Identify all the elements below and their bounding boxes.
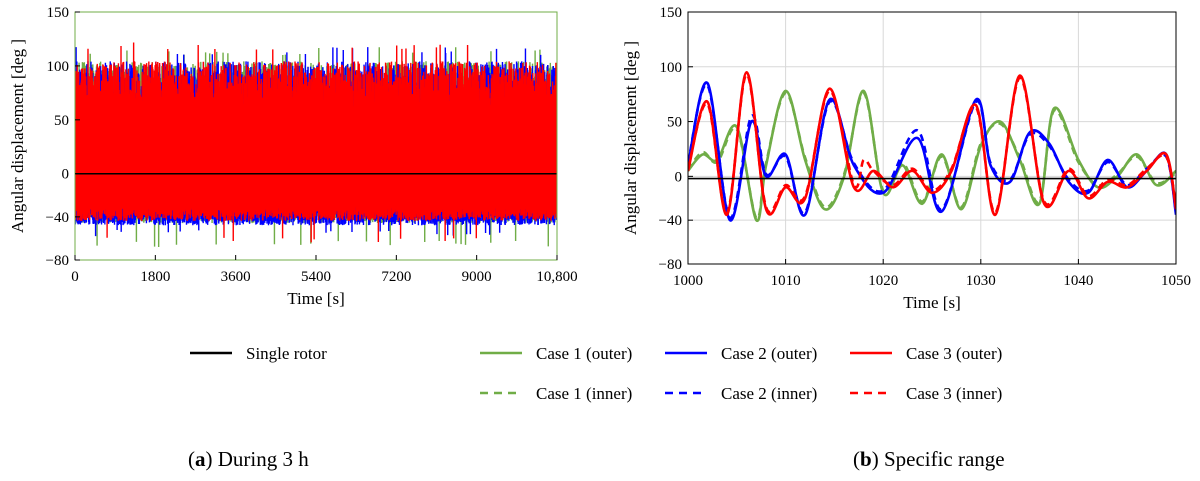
x-tick-label: 1030 (966, 273, 996, 289)
x-tick-label: 1800 (140, 269, 170, 285)
x-tick-label: 0 (71, 269, 79, 285)
plot-area (688, 70, 1176, 222)
caption-b-text: Specific range (883, 447, 1005, 471)
x-tick-label: 9000 (462, 269, 492, 285)
x-tick-label: 3600 (221, 269, 251, 285)
y-tick-label: 0 (62, 167, 70, 183)
legend-label: Case 3 (outer) (906, 344, 1002, 363)
legend-label: Case 2 (outer) (721, 344, 817, 363)
x-tick-label: 1020 (868, 273, 898, 289)
y-tick-label: 100 (47, 59, 70, 75)
legend: Single rotor Case 1 (outer) Case 2 (outer)… (190, 344, 1002, 403)
y-tick-label: 100 (660, 60, 683, 76)
x-tick-label: 10,800 (536, 269, 577, 285)
y-tick-label: −80 (659, 257, 682, 273)
series-case-3-inner (688, 73, 1176, 214)
x-tick-label: 1040 (1063, 273, 1093, 289)
legend-item-case-2-inner: Case 2 (inner) (665, 384, 817, 403)
x-axis-label: Time [s] (903, 293, 960, 312)
y-tick-label: −40 (46, 210, 69, 226)
y-axis-label: Angular displacement [deg ] (8, 39, 27, 233)
legend-label: Case 1 (outer) (536, 344, 632, 363)
legend-item-case-3-outer: Case 3 (outer) (850, 344, 1002, 363)
legend-item-case-1-inner: Case 1 (inner) (480, 384, 632, 403)
x-axis-label: Time [s] (287, 289, 344, 308)
legend-label: Single rotor (246, 344, 327, 363)
y-axis-label: Angular displacement [deg ] (621, 41, 640, 235)
series-case-1-inner (688, 91, 1176, 220)
legend-label: Case 1 (inner) (536, 384, 632, 403)
caption-a: (a) During 3 h (188, 447, 309, 471)
axes-frame (687, 11, 1177, 265)
caption-b: (b) Specific range (853, 447, 1005, 471)
y-tick-label: −40 (659, 213, 682, 229)
chart-panel-b: 1000 1010 1020 1030 1040 1050 150 100 50 0 −40 −80 T… (621, 5, 1191, 312)
caption-a-letter: a (195, 447, 206, 471)
y-tick-label: 50 (54, 113, 69, 129)
legend-item-single-rotor: Single rotor (190, 344, 327, 363)
plot-area (75, 42, 557, 248)
chart-panel-a: 0 1800 3600 5400 7200 9000 10,800 150 100 50 0 −40 −… (8, 5, 578, 308)
legend-item-case-2-outer: Case 2 (outer) (665, 344, 817, 363)
y-tick-label: 150 (660, 5, 683, 21)
legend-item-case-1-outer: Case 1 (outer) (480, 344, 632, 363)
legend-label: Case 2 (inner) (721, 384, 817, 403)
legend-label: Case 3 (inner) (906, 384, 1002, 403)
y-tick-label: −80 (46, 253, 69, 269)
caption-b-letter: b (860, 447, 872, 471)
x-tick-label: 7200 (381, 269, 411, 285)
x-tick-label: 1010 (771, 273, 801, 289)
legend-item-case-3-inner: Case 3 (inner) (850, 384, 1002, 403)
caption-a-text: During 3 h (217, 447, 309, 471)
series-case-3-outer (75, 42, 557, 243)
y-tick-label: 0 (675, 169, 683, 185)
x-tick-label: 1050 (1161, 273, 1191, 289)
y-tick-label: 150 (47, 5, 70, 21)
x-tick-label: 5400 (301, 269, 331, 285)
x-tick-label: 1000 (673, 273, 703, 289)
y-tick-label: 50 (667, 115, 682, 131)
